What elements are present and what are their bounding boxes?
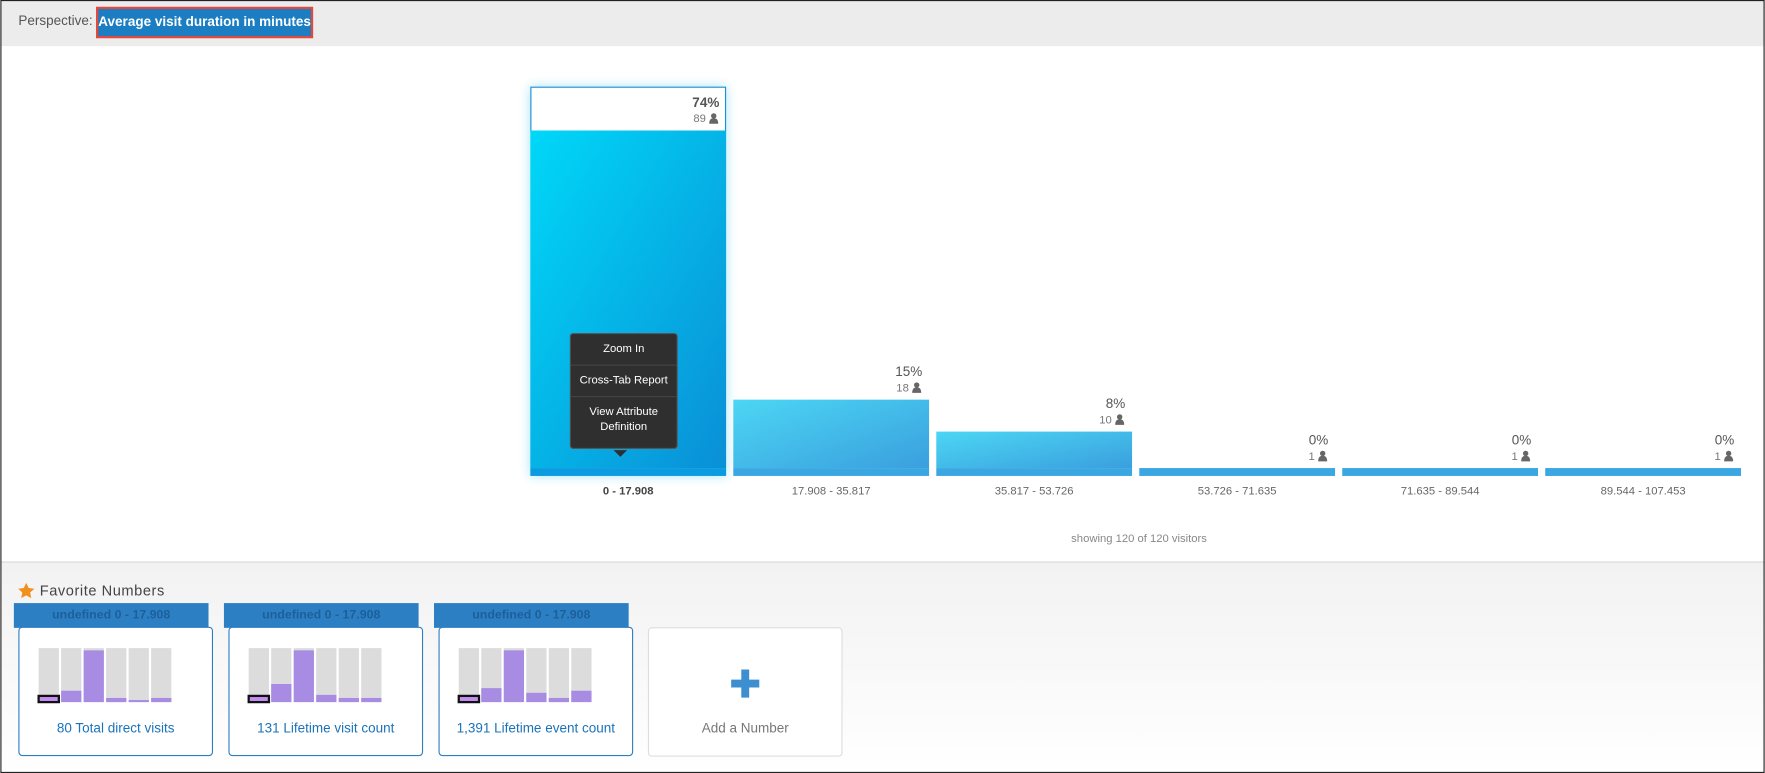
person-icon: [1725, 450, 1732, 457]
mini-bar: [37, 694, 60, 704]
person-icon: [914, 382, 920, 388]
mini-bar-bg: [316, 648, 337, 703]
card-tab-label: undefined 0 - 17.908: [52, 608, 170, 622]
person-icon: [1724, 455, 1734, 462]
card-label[interactable]: 80 Total direct visits: [57, 721, 175, 736]
menu-item[interactable]: View Attribute Definition: [589, 406, 659, 434]
footnote: showing 120 of 120 visitors: [1071, 533, 1207, 545]
bar[interactable]: [733, 399, 930, 469]
count-label: 1: [1309, 451, 1315, 463]
person-icon: [1319, 450, 1326, 457]
card-label[interactable]: 1,391 Lifetime event count: [457, 721, 616, 736]
person-icon: [1116, 414, 1123, 420]
mini-bar: [338, 697, 359, 703]
mini-bar: [83, 650, 104, 703]
mini-bar-bg: [526, 648, 547, 703]
bar-baseline: [733, 468, 930, 476]
value-label: 0%: [1715, 433, 1735, 448]
value-label: 74%: [692, 95, 719, 110]
perspective-button-text[interactable]: Average visit duration in minutes: [98, 14, 311, 29]
value-label: 15%: [895, 364, 922, 379]
card-tab[interactable]: [223, 603, 419, 628]
mini-bar: [106, 697, 127, 703]
count-label: 10: [1099, 414, 1112, 426]
category-label: 17.908 - 35.817: [792, 486, 871, 498]
menu-arrow: [613, 450, 628, 457]
person-icon: [1115, 419, 1125, 425]
person-icon: [1318, 455, 1328, 462]
category-label: 53.726 - 71.635: [1198, 486, 1277, 498]
count-label: 1: [1714, 451, 1720, 463]
category-label: 0 - 17.908: [603, 486, 654, 498]
mini-bar: [247, 694, 271, 704]
mini-bar: [457, 694, 481, 704]
mini-bar-bg: [248, 648, 269, 703]
mini-bar: [271, 683, 292, 703]
card-tab-label: undefined 0 - 17.908: [472, 608, 590, 622]
mini-bar: [503, 650, 525, 703]
person-icon: [1521, 455, 1531, 462]
context-menu: Zoom In Cross-Tab Report View Attribute De…: [569, 333, 678, 449]
card-tab[interactable]: [13, 603, 209, 628]
count-label: 89: [693, 113, 706, 125]
mini-bar-bg: [361, 648, 382, 703]
value-label: 8%: [1106, 396, 1126, 411]
bar-baseline: [1139, 468, 1336, 476]
person-icon: [912, 387, 922, 393]
card-tab[interactable]: [434, 603, 629, 628]
mini-bar: [548, 697, 570, 703]
bar-baseline: [1342, 468, 1539, 476]
mini-bar-bg: [38, 648, 59, 703]
favorites-title: Favorite Numbers: [40, 584, 165, 600]
mini-bar-bg: [571, 648, 592, 703]
mini-bar: [526, 692, 547, 703]
person-icon: [1522, 450, 1529, 457]
count-label: 18: [896, 382, 909, 394]
menu-item[interactable]: Cross-Tab Report: [570, 366, 677, 398]
value-label: 0%: [1309, 433, 1329, 448]
value-label: 0%: [1512, 433, 1532, 448]
mini-bar: [571, 690, 592, 703]
star-icon: [18, 582, 35, 599]
plus-icon[interactable]: [731, 669, 760, 698]
card-label[interactable]: 131 Lifetime visit count: [257, 721, 395, 736]
mini-bar: [481, 688, 502, 703]
category-label: 89.544 - 107.453: [1601, 486, 1686, 498]
menu-item[interactable]: Zoom In: [570, 334, 677, 366]
perspective-label: Perspective:: [18, 13, 92, 28]
person-icon: [709, 118, 719, 124]
mini-bar-bg: [338, 648, 359, 703]
category-label: 35.817 - 53.726: [995, 486, 1074, 498]
mini-bar: [361, 697, 382, 703]
bar-baseline: [1545, 468, 1742, 476]
mini-bar-bg: [106, 648, 127, 703]
mini-bar-bg: [548, 648, 570, 703]
card-tab-label: undefined 0 - 17.908: [262, 608, 380, 622]
perspective-button[interactable]: [95, 6, 314, 39]
mini-bar-bg: [128, 648, 149, 703]
count-label: 1: [1512, 451, 1518, 463]
mini-bar-bg: [151, 648, 172, 703]
person-icon: [711, 113, 717, 119]
bar-baseline: [936, 468, 1133, 476]
mini-bar: [293, 650, 314, 703]
mini-bar: [151, 697, 172, 703]
mini-bar-bg: [458, 648, 480, 703]
mini-bar: [128, 700, 149, 703]
bar[interactable]: [936, 431, 1133, 469]
category-label: 71.635 - 89.544: [1401, 486, 1480, 498]
mini-bar: [316, 694, 337, 703]
add-number-label[interactable]: Add a Number: [702, 721, 790, 736]
bar-baseline: [530, 468, 727, 476]
mini-bar-bg: [61, 648, 82, 703]
mini-bar: [61, 690, 82, 703]
